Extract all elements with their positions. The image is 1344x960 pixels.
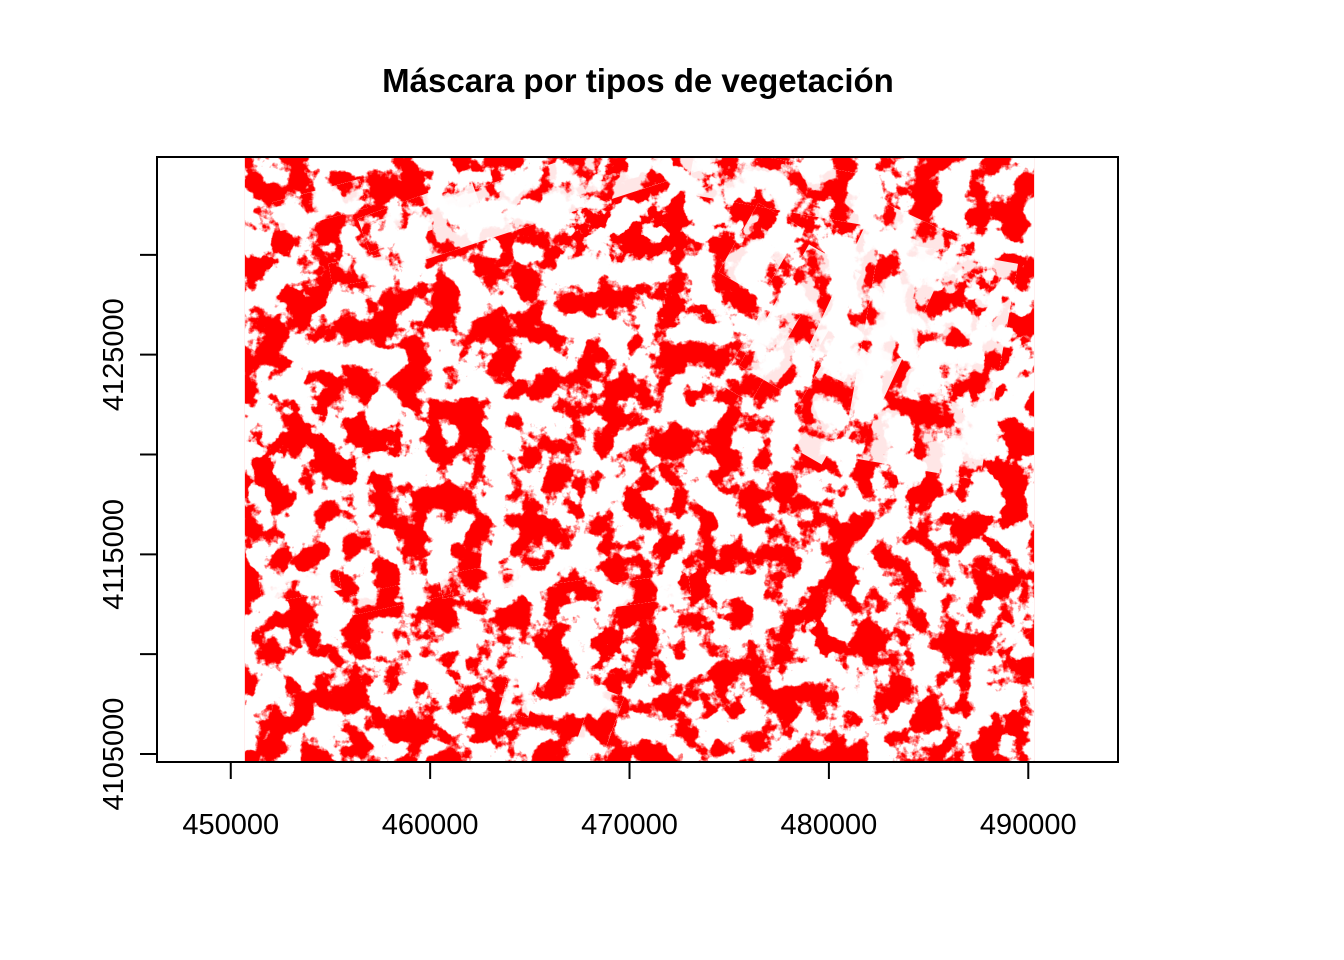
non-vegetation-patch [560,210,680,270]
non-vegetation-patch [730,305,790,395]
non-vegetation-patch [615,480,645,520]
y-axis: 4105000 4115000 4125000 [98,253,158,811]
non-vegetation-patch [610,576,690,604]
non-vegetation-patch [330,257,390,283]
non-vegetation-patch [660,292,740,328]
non-vegetation-patch [730,213,790,287]
non-vegetation-patch [351,580,449,610]
non-vegetation-patch [825,200,875,260]
non-vegetation-patch [247,435,283,505]
non-vegetation-patch [575,630,625,670]
non-vegetation-patch [432,662,468,698]
non-vegetation-patch [670,567,730,583]
non-vegetation-patches [245,157,1025,749]
x-tick-label: 450000 [182,809,279,841]
non-vegetation-patch [504,665,536,715]
non-vegetation-patch [500,563,590,587]
non-vegetation-patch [335,450,385,490]
non-vegetation-patch [440,566,520,594]
non-vegetation-patch [925,210,995,290]
non-vegetation-patch [363,188,477,242]
non-vegetation-patch [945,350,1025,490]
non-vegetation-patch [582,691,618,749]
non-vegetation-patch [290,405,330,455]
x-tick-label: 490000 [980,809,1077,841]
non-vegetation-patch [378,157,702,254]
non-vegetation-patch [691,157,869,215]
non-vegetation-patch [375,410,405,470]
non-vegetation-patch [270,286,330,314]
x-tick-label: 460000 [382,809,479,841]
non-vegetation-patch [837,670,873,710]
non-vegetation-patch [975,240,1025,360]
y-tick-label: 4125000 [98,298,130,411]
non-vegetation-patch [245,242,295,278]
non-vegetation-patch [440,168,500,192]
x-axis: 450000 460000 470000 480000 490000 [182,761,1077,841]
non-vegetation-patch [276,186,364,224]
x-tick-label: 480000 [781,809,878,841]
non-vegetation-patch [793,346,867,454]
non-vegetation-patch [995,620,1025,660]
y-tick-label: 4105000 [98,698,130,811]
map-title: Máscara por tipos de vegetación [382,62,894,99]
non-vegetation-patch [980,700,1020,740]
y-tick-label: 4115000 [98,499,130,610]
vegetation-mask-raster [244,157,1035,762]
non-vegetation-patch [980,490,1020,550]
x-tick-label: 470000 [581,809,678,841]
non-vegetation-patch [897,440,933,500]
non-vegetation-patch [260,571,340,599]
non-vegetation-patch [800,605,840,675]
